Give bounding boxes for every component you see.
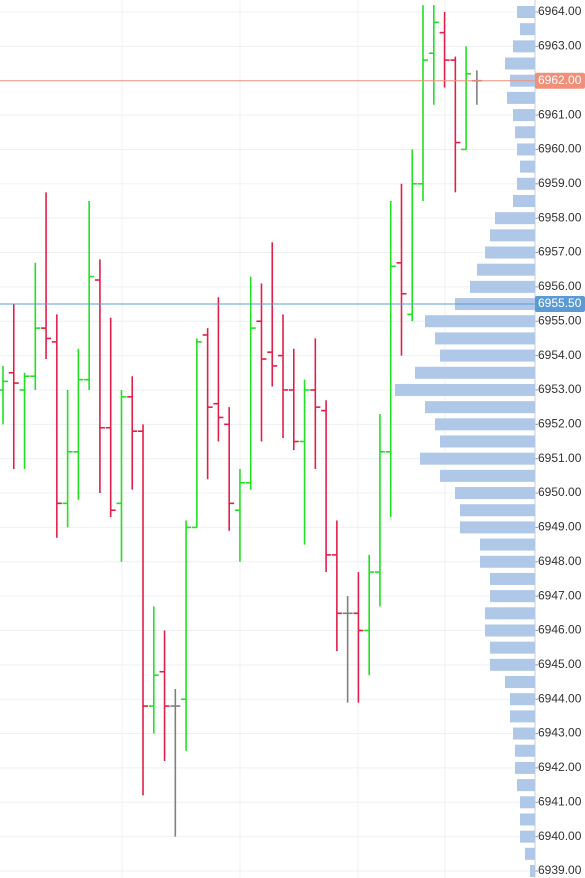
volume-profile-bar — [513, 109, 535, 122]
volume-profile-bar — [485, 624, 535, 637]
volume-profile-bar — [510, 693, 535, 706]
y-tick-label: 6946.00 — [538, 623, 582, 637]
volume-profile-bar — [490, 658, 535, 671]
volume-profile-bar — [520, 830, 535, 843]
price-label-box — [535, 72, 585, 89]
volume-profile-bar — [490, 590, 535, 603]
volume-profile-bar — [517, 5, 535, 19]
volume-profile-bar — [505, 676, 535, 689]
volume-profile-bar — [517, 177, 535, 190]
volume-profile-bar — [490, 229, 535, 242]
volume-profile-bar — [425, 315, 535, 328]
y-tick-label: 6942.00 — [538, 760, 582, 774]
y-tick-label: 6964.00 — [538, 4, 582, 18]
volume-profile-bar — [517, 143, 535, 156]
volume-profile-bar — [513, 727, 535, 740]
volume-profile-bar — [470, 280, 535, 293]
volume-profile-bar — [485, 246, 535, 259]
y-tick-label: 6954.00 — [538, 348, 582, 362]
price-label: 6955.50 — [538, 296, 582, 310]
volume-profile-bar — [513, 194, 535, 207]
y-tick-label: 6961.00 — [538, 107, 582, 121]
volume-profile-bar — [525, 847, 535, 860]
price-label-box — [535, 296, 585, 313]
volume-profile-bar — [515, 126, 535, 139]
volume-profile-bar — [425, 401, 535, 414]
volume-profile-bar — [513, 40, 535, 53]
volume-profile-bar — [520, 23, 535, 36]
y-tick-label: 6945.00 — [538, 657, 582, 671]
y-tick-label: 6951.00 — [538, 451, 582, 465]
y-tick-label: 6955.00 — [538, 313, 582, 327]
volume-profile-bar — [455, 487, 535, 500]
y-tick-label: 6959.00 — [538, 176, 582, 190]
volume-profile-bar — [460, 521, 535, 534]
y-tick-label: 6952.00 — [538, 416, 582, 430]
volume-profile-bar — [520, 796, 535, 809]
volume-profile-bar — [517, 779, 535, 792]
volume-profile-bar — [395, 383, 535, 396]
y-tick-label: 6949.00 — [538, 520, 582, 534]
y-tick-label: 6939.00 — [538, 863, 582, 877]
volume-profile-bar — [490, 572, 535, 585]
y-tick-label: 6943.00 — [538, 726, 582, 740]
y-tick-label: 6960.00 — [538, 142, 582, 156]
price-label: 6962.00 — [538, 73, 582, 87]
y-tick-label: 6958.00 — [538, 210, 582, 224]
volume-profile-bar — [495, 212, 535, 225]
y-tick-label: 6957.00 — [538, 245, 582, 259]
y-tick-label: 6947.00 — [538, 588, 582, 602]
y-tick-label: 6956.00 — [538, 279, 582, 293]
volume-profile-bar — [415, 366, 535, 379]
volume-profile-bar — [440, 469, 535, 482]
volume-profile-bar — [440, 435, 535, 448]
volume-profile-bar — [440, 349, 535, 362]
volume-profile-bar — [515, 744, 535, 757]
y-tick-label: 6963.00 — [538, 39, 582, 53]
volume-profile-bar — [510, 710, 535, 723]
volume-profile-bar — [435, 418, 535, 431]
y-tick-label: 6941.00 — [538, 794, 582, 808]
volume-profile-bar — [480, 538, 535, 551]
volume-profile-bar — [520, 813, 535, 826]
volume-profile-bar — [507, 91, 535, 104]
y-tick-label: 6940.00 — [538, 829, 582, 843]
volume-profile-bar — [505, 57, 535, 70]
volume-profile-bar — [460, 504, 535, 517]
volume-profile-bar — [435, 332, 535, 345]
volume-profile-bar — [530, 864, 535, 878]
y-tick-label: 6950.00 — [538, 485, 582, 499]
volume-profile-bar — [485, 607, 535, 620]
volume-profile-bar — [520, 160, 535, 173]
volume-profile-bar — [515, 761, 535, 774]
volume-profile-bar — [477, 263, 535, 276]
volume-profile-bar — [490, 641, 535, 654]
y-tick-label: 6953.00 — [538, 382, 582, 396]
y-tick-label: 6944.00 — [538, 691, 582, 705]
volume-profile-bar — [420, 452, 535, 465]
volume-profile-bar — [480, 555, 535, 568]
y-tick-label: 6948.00 — [538, 554, 582, 568]
